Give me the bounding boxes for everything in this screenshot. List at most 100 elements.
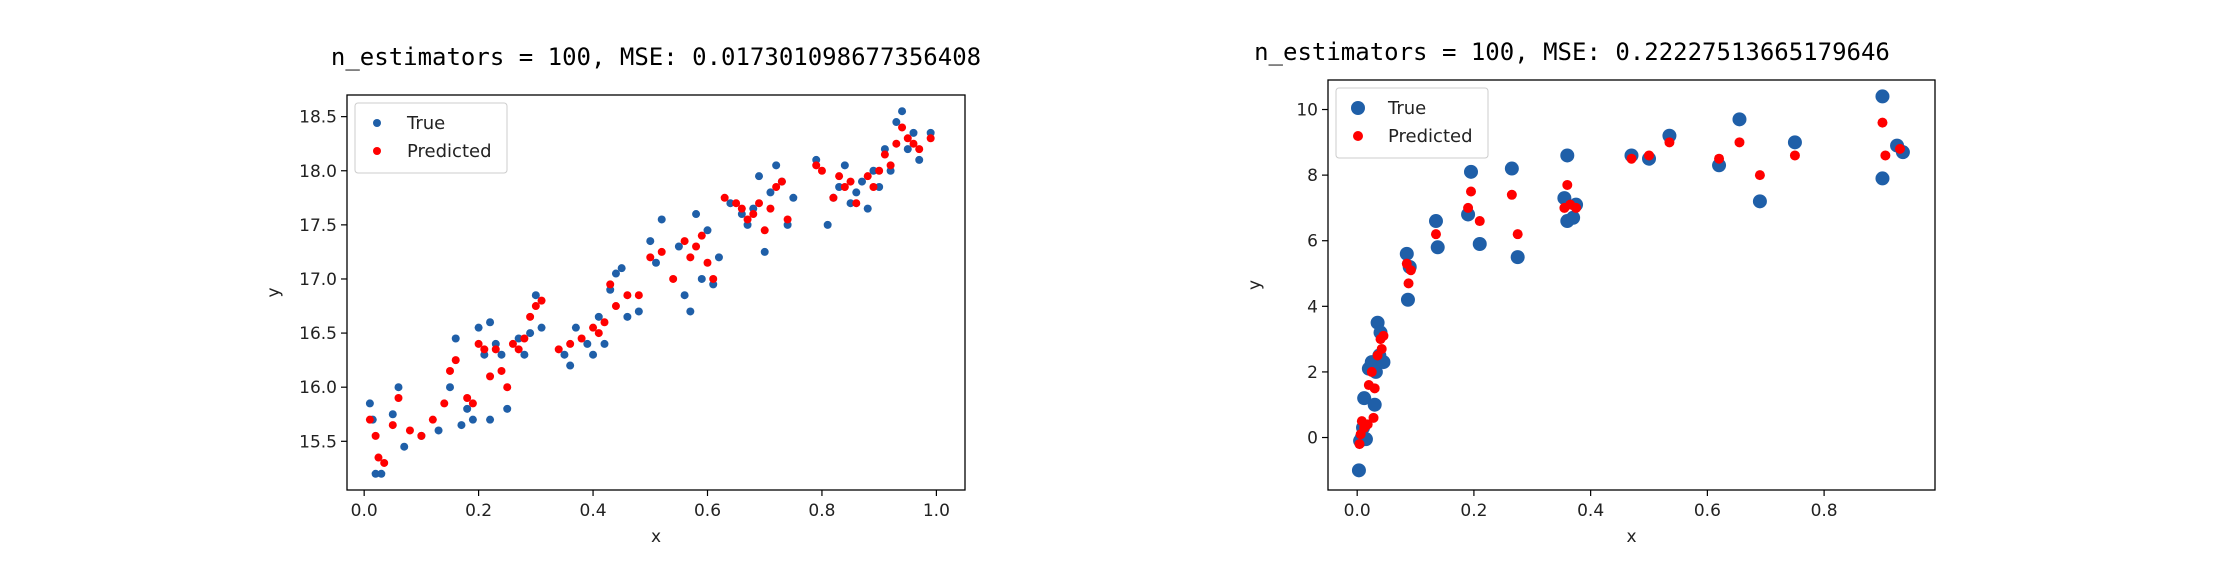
predicted-point <box>451 356 460 365</box>
predicted-point <box>1362 419 1373 430</box>
predicted-point <box>915 145 924 154</box>
legend-box <box>1335 87 1489 159</box>
true-point <box>377 469 386 478</box>
legend-marker-true <box>373 119 381 127</box>
true-point <box>1732 112 1747 127</box>
y-tick-label: 6 <box>1307 232 1318 252</box>
true-point <box>531 291 540 300</box>
true-point <box>617 264 626 273</box>
predicted-point <box>1626 153 1637 164</box>
predicted-point <box>486 372 495 381</box>
predicted-point <box>1376 343 1387 354</box>
x-axis-label: x <box>1626 527 1636 547</box>
predicted-point <box>732 199 741 208</box>
predicted-point <box>474 339 483 348</box>
predicted-point <box>863 172 872 181</box>
true-point <box>1560 148 1575 163</box>
x-tick-label: 0.4 <box>1577 501 1604 521</box>
true-point <box>394 383 403 392</box>
true-point <box>446 383 454 392</box>
predicted-point <box>508 339 517 348</box>
predicted-point <box>1754 170 1765 181</box>
predicted-point <box>669 274 678 283</box>
predicted-point <box>446 366 454 375</box>
true-point <box>1510 250 1525 265</box>
true-point <box>1566 210 1581 225</box>
predicted-point <box>760 226 769 235</box>
true-point <box>755 172 763 181</box>
chart-title: n_estimators = 100, MSE: 0.2222751366517… <box>1254 38 1890 66</box>
x-axis-label: x <box>651 527 661 547</box>
predicted-point <box>1506 189 1517 200</box>
true-point <box>400 442 409 451</box>
predicted-point <box>697 231 706 240</box>
true-point <box>623 312 632 321</box>
predicted-point <box>892 139 901 148</box>
true-point <box>898 107 907 116</box>
true-point <box>1875 89 1890 104</box>
true-point <box>371 469 380 478</box>
true-point <box>566 361 575 370</box>
predicted-point <box>417 431 426 440</box>
chart-title: n_estimators = 100, MSE: 0.0173010986773… <box>331 43 981 71</box>
predicted-point <box>743 215 752 224</box>
predicted-point <box>749 210 758 219</box>
predicted-point <box>692 242 701 251</box>
predicted-point <box>829 193 838 202</box>
predicted-point <box>886 161 895 170</box>
chart-left: n_estimators = 100, MSE: 0.0173010986773… <box>264 43 981 547</box>
predicted-point <box>606 280 615 289</box>
predicted-point <box>1734 137 1745 148</box>
true-point <box>646 237 655 246</box>
true-point <box>571 323 580 332</box>
y-axis-label: y <box>264 287 284 297</box>
true-point <box>686 307 695 316</box>
true-point <box>692 210 701 219</box>
true-point <box>869 166 878 175</box>
predicted-point <box>777 177 786 186</box>
true-point <box>388 410 397 419</box>
true-point <box>611 269 620 278</box>
true-point <box>583 339 592 348</box>
true-point <box>514 334 523 343</box>
true-point <box>537 323 546 332</box>
predicted-point <box>903 134 912 143</box>
predicted-point <box>1894 143 1905 154</box>
true-point <box>1463 164 1478 179</box>
true-point <box>903 145 912 154</box>
legend-marker-predicted <box>1353 131 1363 141</box>
true-point <box>1472 237 1487 251</box>
y-tick-label: 10 <box>1296 101 1318 121</box>
predicted-point <box>686 253 695 262</box>
true-point <box>823 220 832 229</box>
predicted-point <box>840 182 849 191</box>
x-tick-label: 0.8 <box>808 501 835 521</box>
predicted-point <box>514 345 523 354</box>
predicted-point <box>428 415 437 424</box>
true-point <box>909 128 918 137</box>
predicted-point <box>1430 229 1441 240</box>
true-point <box>726 199 735 208</box>
true-point <box>846 199 855 208</box>
true-point <box>1752 194 1767 209</box>
predicted-point <box>440 399 449 408</box>
true-point <box>1357 391 1372 406</box>
predicted-point <box>1403 278 1414 289</box>
x-tick-label: 0.8 <box>1811 501 1838 521</box>
predicted-point <box>1664 137 1675 148</box>
predicted-point <box>589 323 598 332</box>
true-point <box>463 404 472 413</box>
legend-box <box>354 102 508 174</box>
predicted-point <box>1368 412 1379 423</box>
legend-marker-predicted <box>373 147 381 155</box>
true-point <box>365 399 374 408</box>
true-point <box>772 161 781 170</box>
predicted-point <box>1512 229 1523 240</box>
predicted-point <box>566 339 575 348</box>
true-point <box>486 318 495 327</box>
predicted-point <box>520 334 529 343</box>
predicted-point <box>657 247 666 256</box>
predicted-point <box>600 318 609 327</box>
predicted-point <box>737 204 746 213</box>
x-tick-label: 0.0 <box>351 501 378 521</box>
